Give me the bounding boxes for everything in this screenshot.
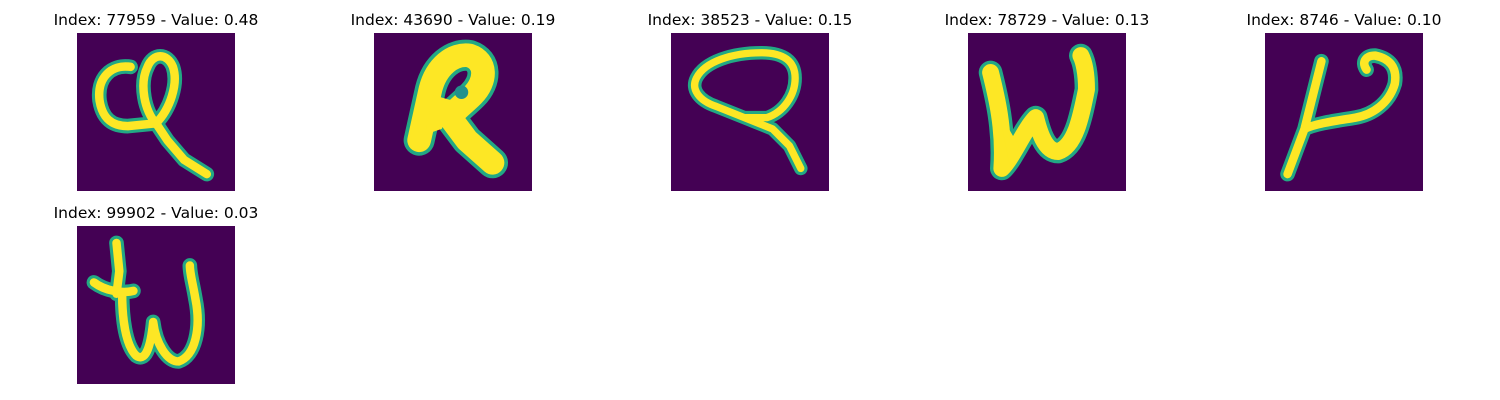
- handwritten-character-image: [1265, 33, 1423, 191]
- handwritten-character-image: [77, 33, 235, 191]
- panel-title: Index: 99902 - Value: 0.03: [53, 204, 259, 222]
- image-panel-5: Index: 99902 - Value: 0.03: [26, 202, 286, 392]
- handwritten-character-image: [77, 226, 235, 384]
- panel-title: Index: 78729 - Value: 0.13: [944, 11, 1150, 29]
- panel-title: Index: 8746 - Value: 0.10: [1246, 11, 1442, 29]
- image-panel-3: Index: 78729 - Value: 0.13: [917, 9, 1177, 199]
- image-panel-4: Index: 8746 - Value: 0.10: [1214, 9, 1474, 199]
- handwritten-character-image: [671, 33, 829, 191]
- image-panel-2: Index: 38523 - Value: 0.15: [620, 9, 880, 199]
- handwritten-character-image: [968, 33, 1126, 191]
- panel-title: Index: 43690 - Value: 0.19: [350, 11, 556, 29]
- panel-title: Index: 38523 - Value: 0.15: [647, 11, 853, 29]
- image-panel-1: Index: 43690 - Value: 0.19: [323, 9, 583, 199]
- image-panel-0: Index: 77959 - Value: 0.48: [26, 9, 286, 199]
- handwritten-character-image: [374, 33, 532, 191]
- panel-title: Index: 77959 - Value: 0.48: [53, 11, 259, 29]
